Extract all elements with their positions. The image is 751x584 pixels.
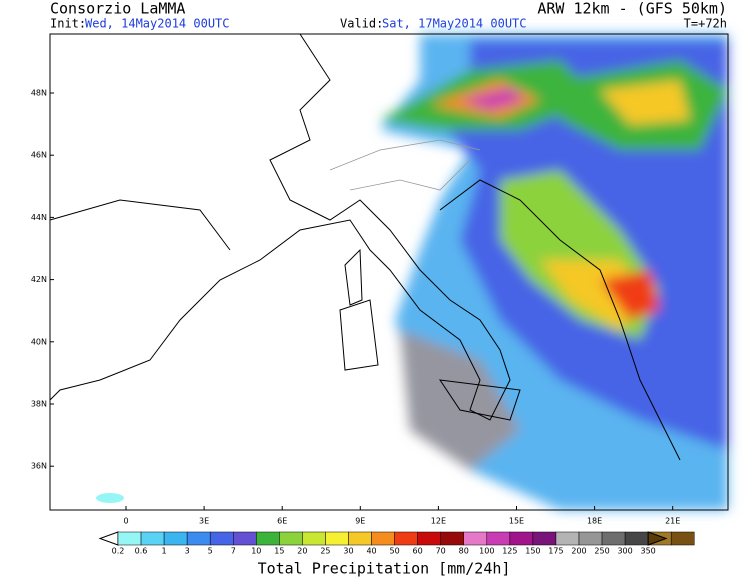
- colorbar-box: [186, 531, 211, 546]
- colorbar-box: [532, 531, 557, 546]
- model: ARW 12km - (GFS 50km): [537, 0, 727, 18]
- colorbar-label: 175: [548, 547, 563, 556]
- map-frame: [49, 33, 729, 511]
- lon-label: 9E: [355, 517, 365, 526]
- lon-label: 0: [123, 517, 128, 526]
- colorbar-label: 50: [390, 547, 400, 556]
- colorbar-label: 1: [162, 547, 167, 556]
- colorbar-label: 200: [571, 547, 586, 556]
- colorbar-box: [279, 531, 303, 546]
- lat-label: 38N: [31, 400, 47, 409]
- colorbar-label: 125: [502, 547, 517, 556]
- colorbar-box: [417, 531, 441, 546]
- colorbar: Total Precipitation [mm/24h] 0.2 0.6 1 3 5 7 1…: [98, 531, 695, 578]
- colorbar-label: 100: [479, 547, 494, 556]
- colorbar-arrow: [647, 531, 668, 546]
- colorbar-box: [302, 531, 326, 546]
- colorbar-label: 30: [343, 547, 353, 556]
- coastlines: [49, 33, 681, 461]
- colorbar-box: [440, 531, 465, 546]
- axis-labels: 48N 46N 44N 42N 40N 38N 36N 0 3E 6E 9E 12E 15E 18E 21E: [31, 89, 680, 526]
- valid-label: Valid:: [340, 17, 383, 31]
- lon-label: 21E: [665, 517, 680, 526]
- colorbar-label: 10: [251, 547, 261, 556]
- colorbar-box: [509, 531, 534, 546]
- header: Consorzio LaMMA Init: Wed, 14May2014 00U…: [50, 0, 727, 31]
- lon-label: 12E: [431, 517, 446, 526]
- init-date: Wed, 14May2014 00UTC: [85, 17, 230, 31]
- colorbar-label: 350: [641, 547, 656, 556]
- lon-label: 3E: [199, 517, 209, 526]
- colorbar-box: [163, 531, 188, 546]
- lat-label: 36N: [31, 462, 47, 471]
- colorbar-label: 70: [436, 547, 446, 556]
- valid-date: Sat, 17May2014 00UTC: [382, 17, 527, 31]
- colorbar-label: 250: [594, 547, 609, 556]
- colorbar-box: [394, 531, 418, 546]
- colorbar-label: 0.6: [135, 547, 148, 556]
- map: 48N 46N 44N 42N 40N 38N 36N 0 3E 6E 9E 12E 15E 18E 21E: [31, 33, 729, 526]
- lead-time: T=+72h: [684, 17, 727, 31]
- colorbar-box: [624, 531, 649, 546]
- lat-label: 40N: [31, 337, 47, 346]
- borders: [329, 139, 481, 191]
- colorbar-label: 0.2: [112, 547, 125, 556]
- init-label: Init:: [50, 17, 86, 31]
- colorbar-box: [555, 531, 580, 546]
- colorbar-label: 300: [617, 547, 632, 556]
- colorbar-box: [348, 531, 372, 546]
- lat-label: 44N: [31, 213, 47, 222]
- colorbar-arrow: [98, 531, 119, 546]
- colorbar-box: [371, 531, 395, 546]
- lon-label: 18E: [587, 517, 602, 526]
- lon-label: 6E: [277, 517, 287, 526]
- colorbar-box: [486, 531, 511, 546]
- colorbar-box: [233, 531, 257, 546]
- colorbar-box: [140, 531, 165, 546]
- colorbar-label: 15: [274, 547, 284, 556]
- colorbar-box: [578, 531, 603, 546]
- lon-label: 15E: [509, 517, 524, 526]
- colorbar-label: 40: [366, 547, 376, 556]
- colorbar-label: 5: [208, 547, 213, 556]
- colorbar-box: [601, 531, 626, 546]
- colorbar-title: Total Precipitation [mm/24h]: [258, 560, 511, 578]
- colorbar-label: 150: [525, 547, 540, 556]
- colorbar-box: [256, 531, 280, 546]
- colorbar-box: [670, 531, 695, 546]
- lake-outlines: [96, 493, 124, 503]
- lat-label: 48N: [31, 89, 47, 98]
- colorbar-label: 60: [413, 547, 423, 556]
- lat-label: 46N: [31, 151, 47, 160]
- colorbar-label: 25: [320, 547, 330, 556]
- title: Consorzio LaMMA: [50, 0, 185, 18]
- colorbar-box: [463, 531, 488, 546]
- colorbar-label: 20: [297, 547, 307, 556]
- precipitation: [380, 34, 728, 510]
- colorbar-box: [209, 531, 234, 546]
- colorbar-box: [325, 531, 349, 546]
- lat-label: 42N: [31, 275, 47, 284]
- colorbar-label: 7: [231, 547, 236, 556]
- colorbar-label: 3: [185, 547, 190, 556]
- colorbar-label: 80: [459, 547, 469, 556]
- colorbar-box: [117, 531, 142, 546]
